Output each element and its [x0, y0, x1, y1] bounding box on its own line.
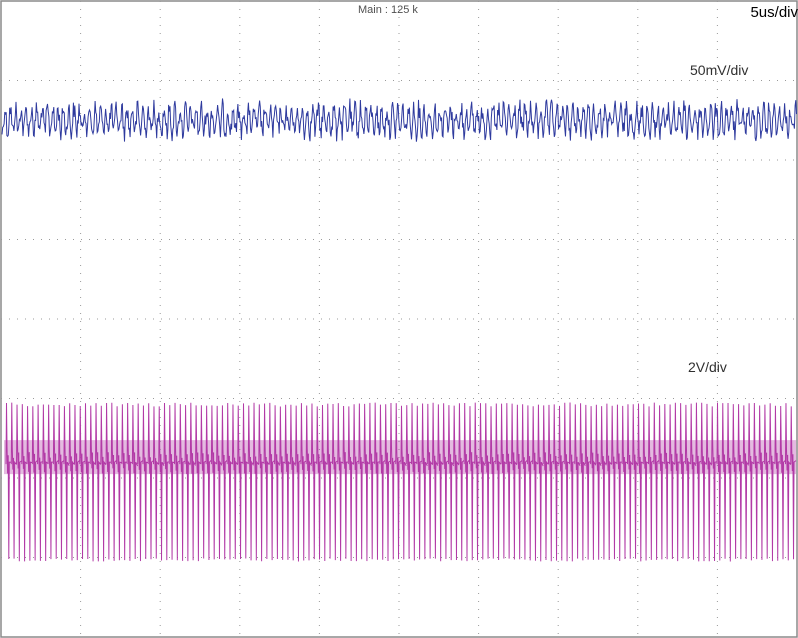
acquisition-label: Main : 125 k: [358, 4, 418, 16]
channel-2-scale-label: 2V/div: [688, 359, 727, 375]
channel-2-trace: [4, 402, 797, 562]
channel-2-waveform: [5, 402, 797, 562]
channel-1-waveform: [1, 98, 797, 142]
timebase-label: 5us/div: [750, 4, 798, 21]
channel-1-scale-label: 50mV/div: [690, 62, 749, 78]
channel-2-ringing-band: [4, 440, 796, 475]
channel-1-trace: [1, 98, 797, 142]
